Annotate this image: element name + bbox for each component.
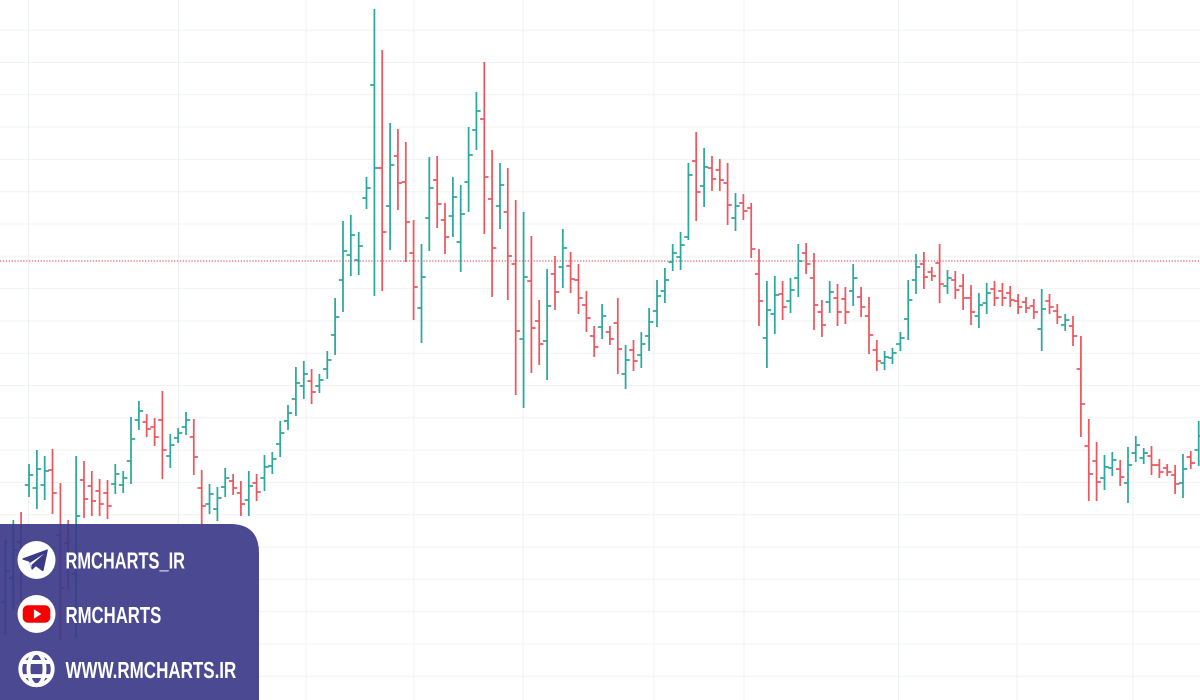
- svg-text:WWW.RMCHARTS.IR: WWW.RMCHARTS.IR: [66, 657, 237, 683]
- svg-text:RMCHARTS_IR: RMCHARTS_IR: [66, 548, 186, 574]
- svg-text:RMCHARTS: RMCHARTS: [66, 602, 162, 628]
